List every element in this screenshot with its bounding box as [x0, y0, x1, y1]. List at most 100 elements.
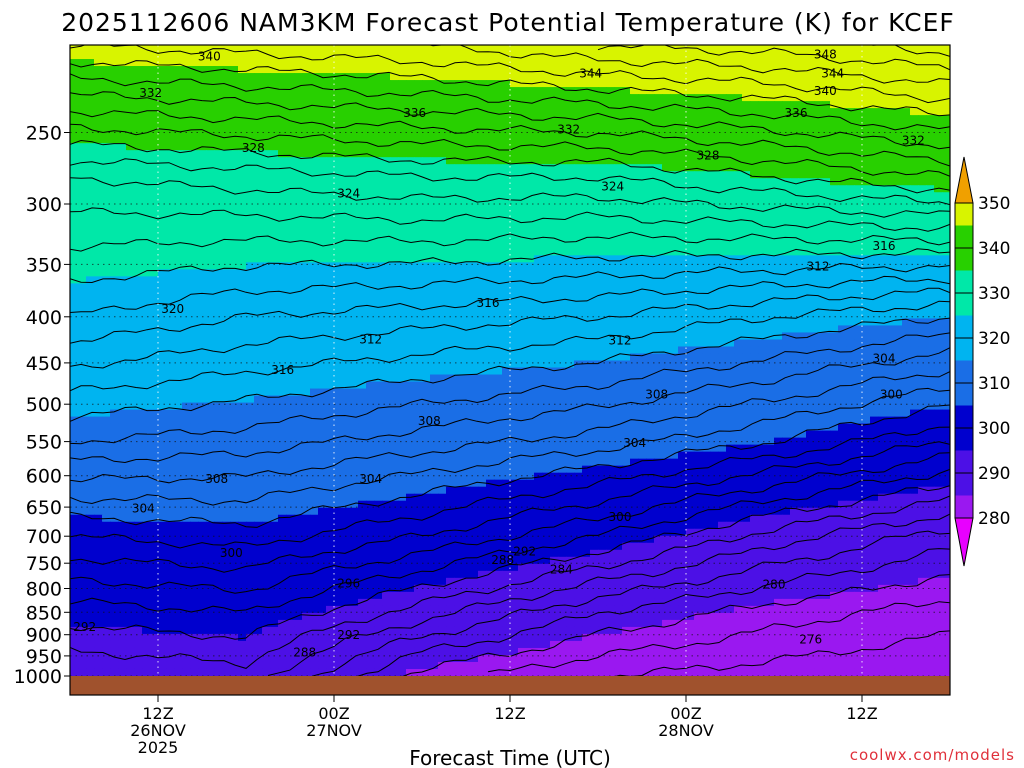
contour-fill-cell [518, 150, 527, 158]
contour-fill-cell [70, 178, 79, 186]
contour-fill-cell [886, 339, 895, 348]
contour-fill-cell [878, 157, 887, 165]
contour-fill-cell [726, 213, 735, 221]
contour-fill-cell [462, 101, 471, 109]
contour-fill-cell [886, 150, 895, 158]
contour-fill-cell [134, 150, 143, 158]
contour-fill-cell [614, 269, 623, 277]
contour-fill-cell [550, 52, 559, 60]
contour-fill-cell [398, 199, 407, 207]
contour-fill-cell [638, 255, 647, 263]
contour-fill-cell [718, 325, 727, 334]
contour-fill-cell [454, 66, 463, 74]
contour-fill-cell [942, 136, 950, 144]
contour-fill-cell [342, 339, 351, 348]
contour-fill-cell [830, 311, 839, 320]
contour-fill-cell [726, 73, 735, 81]
contour-fill-cell [286, 304, 295, 313]
contour-fill-cell [326, 297, 335, 306]
contour-fill-cell [742, 213, 751, 221]
contour-fill-cell [710, 353, 719, 362]
contour-fill-cell [830, 283, 839, 291]
contour-fill-cell [654, 311, 663, 320]
contour-fill-cell [766, 276, 775, 284]
contour-fill-cell [318, 199, 327, 207]
contour-fill-cell [462, 339, 471, 348]
contour-fill-cell [894, 297, 903, 306]
contour-fill-cell [94, 269, 103, 277]
contour-fill-cell [862, 241, 871, 249]
contour-fill-cell [574, 199, 583, 207]
contour-fill-cell [942, 304, 950, 313]
contour-fill-cell [366, 360, 375, 369]
contour-fill-cell [462, 269, 471, 277]
contour-fill-cell [454, 213, 463, 221]
contour-fill-cell [230, 234, 239, 242]
contour-fill-cell [678, 164, 687, 172]
contour-fill-cell [470, 115, 479, 123]
contour-fill-cell [862, 122, 871, 130]
contour-fill-cell [750, 87, 759, 95]
contour-fill-cell [454, 346, 463, 355]
contour-fill-cell [934, 276, 943, 284]
contour-fill-cell [918, 129, 927, 137]
contour-fill-cell [582, 122, 591, 130]
contour-fill-cell [574, 220, 583, 228]
contour-fill-cell [318, 346, 327, 355]
contour-fill-cell [302, 262, 311, 270]
contour-fill-cell [254, 87, 263, 95]
contour-fill-cell [718, 143, 727, 151]
contour-fill-cell [238, 52, 247, 60]
contour-fill-cell [342, 269, 351, 277]
contour-fill-cell [774, 255, 783, 263]
contour-fill-cell [430, 332, 439, 341]
contour-fill-cell [398, 143, 407, 151]
contour-fill-cell [790, 143, 799, 151]
contour-fill-cell [638, 241, 647, 249]
contour-fill-cell [166, 255, 175, 263]
contour-fill-cell [638, 136, 647, 144]
contour-fill-cell [286, 353, 295, 362]
contour-fill-cell [766, 115, 775, 123]
contour-fill-cell [366, 178, 375, 186]
contour-fill-cell [254, 227, 263, 235]
contour-fill-cell [806, 171, 815, 179]
contour-fill-cell [910, 45, 919, 53]
contour-fill-cell [150, 360, 159, 369]
contour-fill-cell [694, 115, 703, 123]
contour-fill-cell [86, 171, 95, 179]
contour-fill-cell [94, 346, 103, 355]
contour-fill-cell [894, 325, 903, 334]
contour-fill-cell [662, 297, 671, 306]
contour-fill-cell [654, 150, 663, 158]
contour-fill-cell [198, 227, 207, 235]
contour-fill-cell [246, 297, 255, 306]
contour-fill-cell [222, 332, 231, 341]
contour-fill-cell [326, 220, 335, 228]
contour-fill-cell [430, 269, 439, 277]
contour-fill-cell [358, 52, 367, 60]
contour-fill-cell [806, 297, 815, 306]
contour-fill-cell [662, 157, 671, 165]
contour-fill-cell [302, 234, 311, 242]
contour-fill-cell [366, 59, 375, 67]
contour-fill-cell [158, 360, 167, 369]
contour-fill-cell [102, 311, 111, 320]
contour-fill-cell [558, 248, 567, 256]
contour-fill-cell [254, 101, 263, 109]
contour-fill-cell [894, 136, 903, 144]
contour-fill-cell [630, 199, 639, 207]
contour-fill-cell [94, 101, 103, 109]
contour-fill-cell [182, 234, 191, 242]
contour-fill-cell [638, 178, 647, 186]
contour-fill-cell [238, 87, 247, 95]
contour-fill-cell [590, 276, 599, 284]
contour-fill-cell [758, 269, 767, 277]
contour-fill-cell [318, 220, 327, 228]
contour-fill-cell [342, 311, 351, 320]
contour-fill-cell [830, 339, 839, 348]
contour-fill-cell [750, 248, 759, 256]
contour-fill-cell [110, 255, 119, 263]
contour-fill-cell [462, 283, 471, 291]
contour-fill-cell [630, 332, 639, 341]
